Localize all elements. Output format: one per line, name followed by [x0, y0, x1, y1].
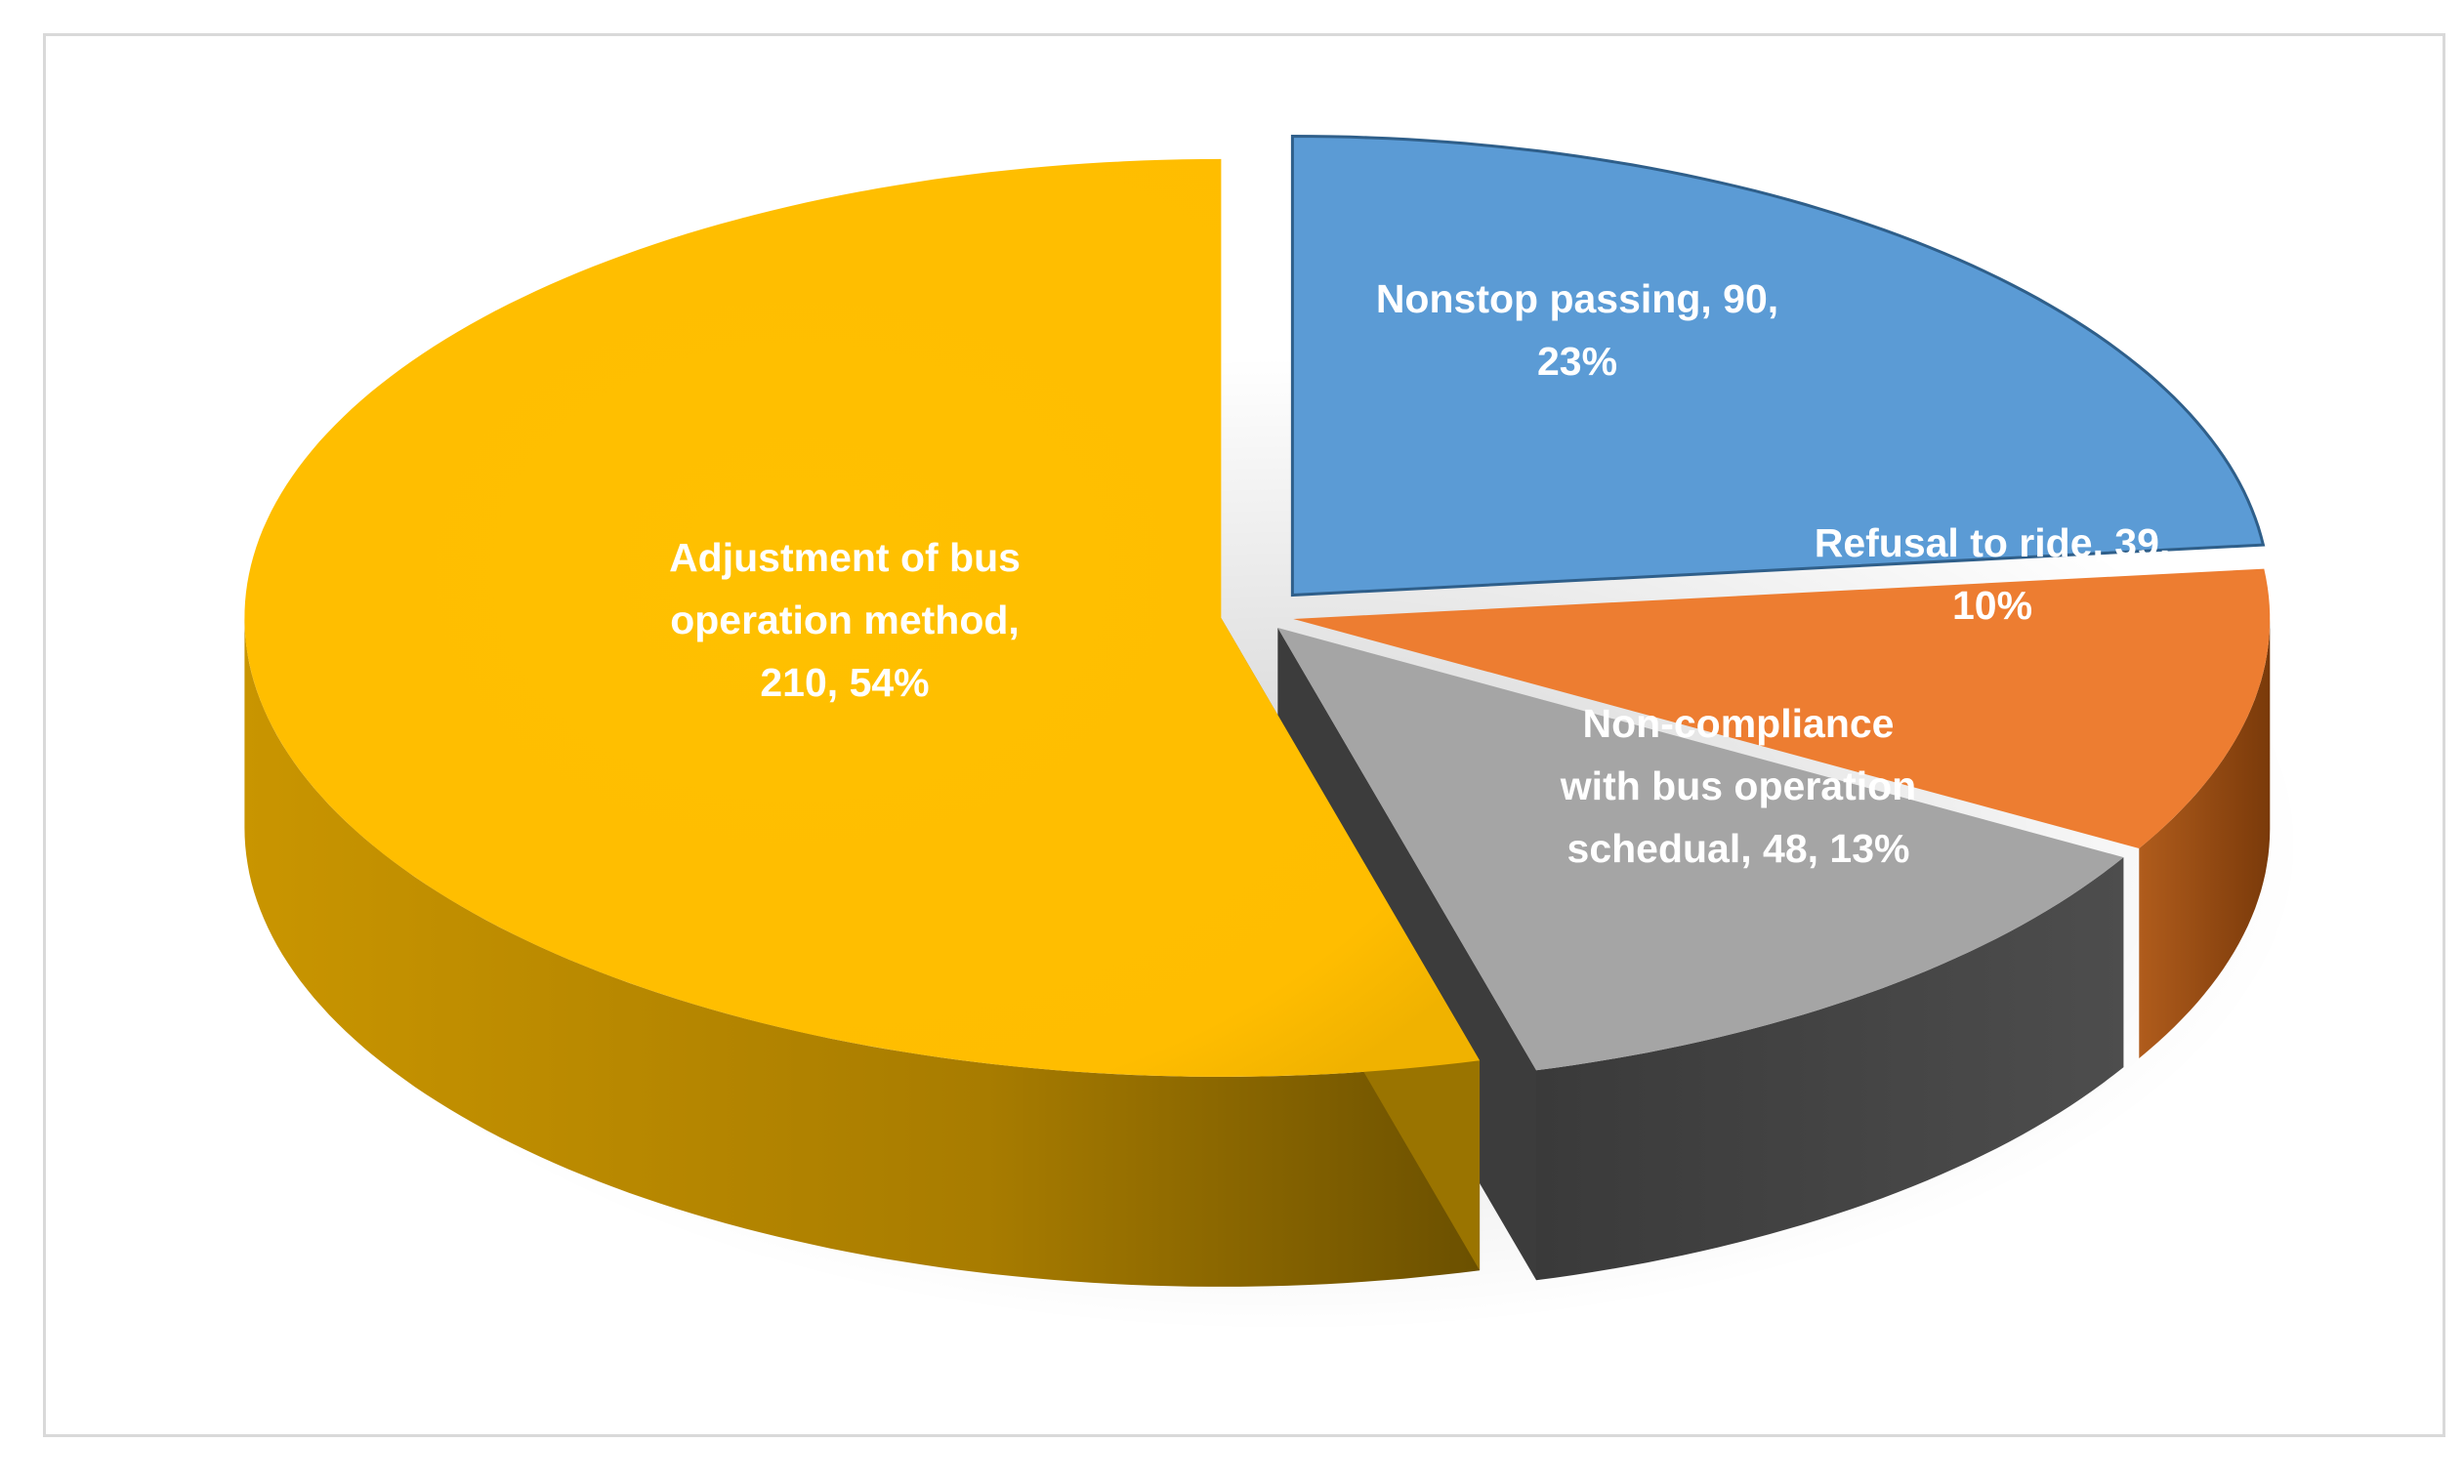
slice-label-line: 210, 54%	[760, 660, 929, 705]
slice-label-line: 23%	[1537, 339, 1617, 384]
slice-1	[1293, 568, 2271, 848]
slice-label-0: Nonstop passing, 90, 23%	[1376, 276, 1778, 384]
slice-label-3: Adjustment of bus operation method, 210, 5…	[669, 535, 1021, 705]
slice-side-2	[1536, 857, 2124, 1281]
slice-side-3	[244, 617, 1481, 1287]
slice-label-line: 10%	[1952, 583, 2032, 628]
slice-label-line: Refusal to ride, 39,	[1815, 520, 2171, 565]
slice-label-line: Nonstop passing, 90,	[1376, 276, 1778, 321]
slice-0	[1290, 134, 2266, 598]
slice-label-line: with bus operation	[1560, 763, 1916, 808]
slice-label-line: Non-compliance	[1583, 701, 1895, 746]
slice-3	[244, 158, 1481, 1077]
slice-label-2: Non-compliance with bus operation schedual…	[1560, 701, 1916, 871]
slice-side-1	[2139, 619, 2271, 1058]
slice-label-1: Refusal to ride, 39, 10%	[1815, 520, 2171, 628]
slice-2	[1277, 628, 2124, 1071]
slice-label-line: operation method,	[670, 598, 1020, 642]
slice-label-line: schedual, 48, 13%	[1567, 826, 1910, 871]
slice-label-line: Adjustment of bus	[669, 535, 1021, 580]
